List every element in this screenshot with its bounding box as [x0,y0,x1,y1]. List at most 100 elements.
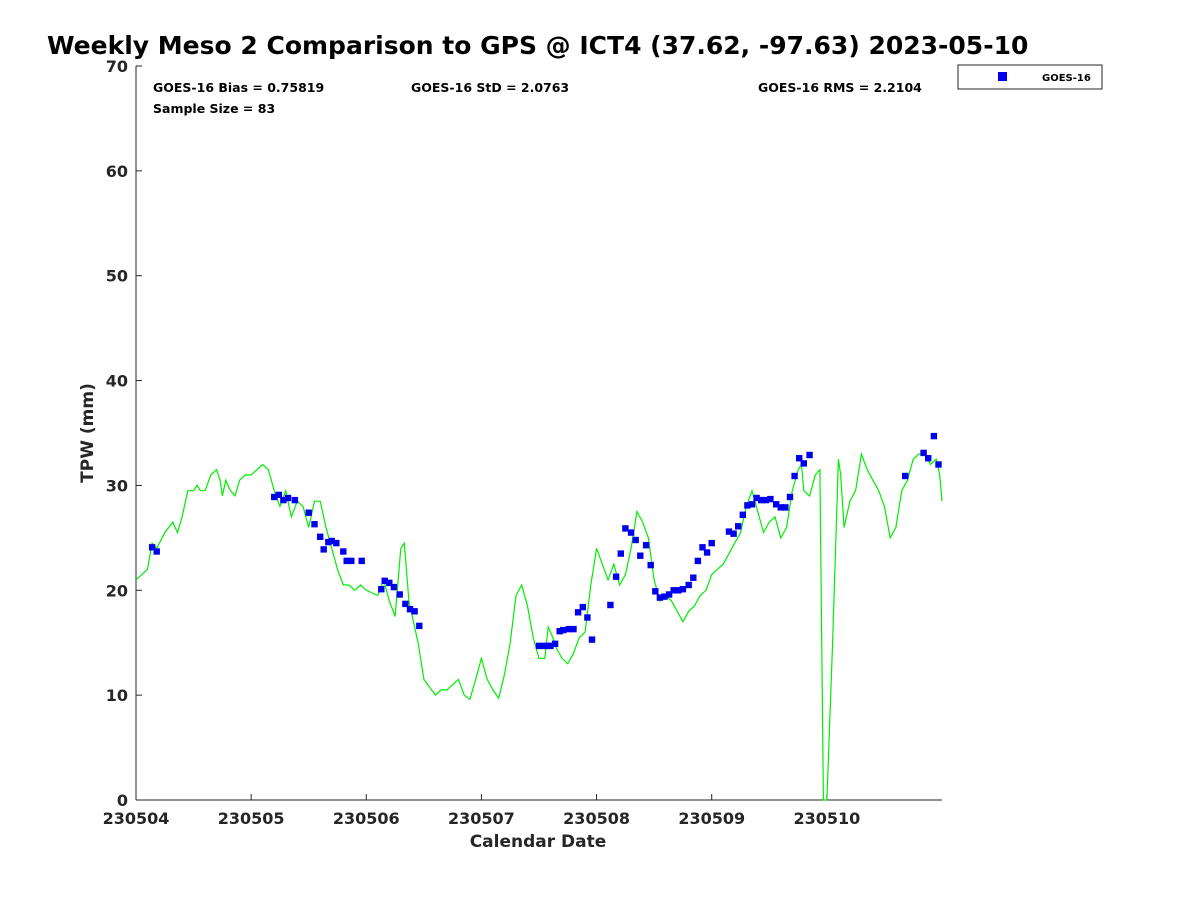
goes16-point [703,549,711,556]
goes16-point [284,494,292,502]
goes16-point [416,622,423,630]
goes16-point [153,548,160,555]
goes16-point [685,581,692,589]
goes16-point [333,539,340,547]
goes16-point [584,614,591,621]
goes16-point [791,472,798,480]
std-annotation: GOES-16 StD = 2.0763 [411,80,569,95]
goes16-point [762,496,769,504]
x-axis-label: Calendar Date [470,832,607,852]
goes16-point [588,636,596,643]
goes16-point [275,491,282,499]
goes16-point [777,504,784,511]
goes16-point [656,594,664,601]
goes16-point [753,494,760,502]
goes16-point [637,552,644,559]
goes16-point [343,557,350,565]
goes16-point [617,550,624,557]
goes16-point [390,583,398,591]
goes16-point [735,523,742,530]
y-tick-label: 20 [106,581,128,600]
goes16-point [381,577,388,584]
goes16-point [661,593,668,600]
goes16-point [607,601,614,609]
goes16-point [325,538,332,546]
goes16-point [920,449,927,457]
plot-area [136,66,942,800]
goes16-point [800,460,807,467]
goes16-point [627,529,635,536]
x-tick-label: 230506 [333,809,400,828]
goes16-point [675,587,682,594]
goes16-point [806,451,813,459]
x-tick-label: 230508 [563,809,630,828]
goes16-point [642,542,650,549]
y-tick-label: 30 [106,476,128,495]
y-tick-label: 60 [106,162,128,181]
goes16-point [652,588,659,595]
goes16-point [411,608,418,615]
goes16-point [148,544,156,551]
goes16-point [612,573,620,580]
legend-box [957,64,1103,90]
goes16-point [547,642,554,650]
goes16-point [543,642,551,650]
x-tick-label: 230509 [678,809,745,828]
y-tick-label: 50 [106,267,128,286]
goes16-point [311,521,318,528]
goes16-point [551,640,559,647]
rms-annotation: GOES-16 RMS = 2.2104 [758,80,922,95]
chart-title: Weekly Meso 2 Comparison to GPS @ ICT4 (… [47,31,1028,60]
goes16-point [930,432,938,440]
x-tick-label: 230510 [793,809,860,828]
goes16-point [758,496,765,504]
goes16-point [632,536,639,544]
goes16-point [902,472,909,480]
goes16-point [767,495,774,503]
series-line-gps [135,451,943,801]
goes16-point [402,600,409,608]
legend-marker-goes16 [998,72,1007,81]
goes16-point [386,579,393,587]
goes16-point [280,496,287,504]
legend-label-goes16: GOES-16 [1042,73,1091,84]
goes16-point [305,509,312,516]
goes16-point [396,591,403,598]
goes16-point [699,544,706,551]
stats-annotations: GOES-16 Bias = 0.75819 GOES-16 StD = 2.0… [153,80,922,116]
goes16-point [739,511,746,518]
bias-annotation: GOES-16 Bias = 0.75819 [153,80,324,95]
y-tick-label: 10 [106,686,128,705]
goes16-point [725,528,733,535]
goes16-point [320,546,327,553]
y-axis-label: TPW (mm) [78,383,98,483]
x-tick-label: 230504 [103,809,170,828]
x-tick-label: 230505 [218,809,285,828]
goes16-point [540,642,547,650]
goes16-point [291,496,299,504]
goes16-point [622,525,629,532]
y-tick-label: 0 [117,791,128,810]
goes16-point [670,587,677,594]
goes16-point [665,591,673,598]
goes16-point [271,493,278,501]
goes16-point [925,455,932,462]
goes16-point [782,504,789,511]
goes16-point [579,603,586,611]
goes16-point [358,557,365,565]
goes16-point [679,586,687,593]
goes16-point [773,501,780,508]
goes16-point [647,561,654,569]
goes16-point [556,628,563,635]
sample-size-annotation: Sample Size = 83 [153,101,275,116]
goes16-point [317,533,324,540]
goes16-point [348,557,355,565]
goes16-point [935,461,942,468]
goes16-point [535,642,543,650]
x-ticks: 230504 230505 230506 230507 230508 230509 2305… [103,794,860,828]
y-ticks: 0 10 20 30 40 50 60 70 [106,57,142,810]
y-tick-label: 70 [106,57,128,76]
legend: GOES-16 [957,64,1103,90]
goes16-point [786,493,794,501]
